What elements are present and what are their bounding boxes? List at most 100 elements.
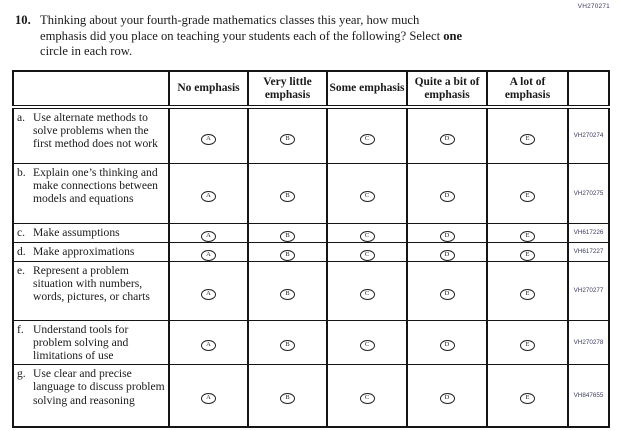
option-cell: B [247, 260, 328, 321]
answer-bubble-b[interactable]: B [280, 133, 295, 145]
answer-bubble-e[interactable]: E [520, 249, 535, 260]
table-body: a. Use alternate methods to solve problem… [12, 106, 610, 428]
answer-bubble-b[interactable]: B [280, 249, 295, 260]
answer-bubble-c[interactable]: C [359, 249, 375, 260]
answer-bubble-e[interactable]: E [520, 340, 535, 352]
row-stem-cell: b. Explain one’s thinking and make connec… [12, 162, 170, 224]
answer-bubble-b[interactable]: B [280, 340, 295, 352]
answer-bubble-d[interactable]: D [439, 340, 455, 352]
row-stem-cell: a. Use alternate methods to solve problem… [12, 106, 170, 164]
row-letter: g. [17, 367, 26, 381]
answer-bubble-c[interactable]: C [359, 340, 375, 352]
row-statement: Make assumptions [33, 225, 120, 239]
answer-bubble-e[interactable]: E [520, 133, 535, 145]
option-cell: C [326, 260, 408, 321]
option-cell: A [168, 106, 249, 164]
emphasis-matrix-table: No emphasis Very little emphasis Some emph… [12, 70, 610, 428]
row-stem-cell: e. Represent a problem situation with num… [12, 260, 170, 321]
answer-bubble-d[interactable]: D [439, 288, 455, 300]
row-letter: e. [17, 263, 26, 277]
answer-bubble-a[interactable]: A [201, 288, 216, 300]
answer-bubble-c[interactable]: C [359, 393, 375, 405]
answer-bubble-e[interactable]: E [520, 191, 535, 202]
option-cell: A [168, 364, 249, 428]
table-row-e: e. Represent a problem situation with num… [12, 260, 610, 321]
option-cell: C [326, 162, 408, 224]
row-item-code: VH617227 [567, 241, 610, 262]
answer-bubble-d[interactable]: D [439, 133, 455, 145]
row-item-code: VH847655 [567, 364, 610, 428]
answer-bubble-a[interactable]: A [201, 249, 216, 260]
row-item-code: VH270278 [567, 319, 610, 366]
column-header-3: Some emphasis [326, 70, 408, 109]
option-cell: E [486, 162, 569, 224]
row-statement: Understand tools for problem solving and… [33, 322, 129, 362]
row-letter: f. [17, 322, 24, 336]
table-row-c: c. Make assumptions A B C D E VH617226 [12, 222, 610, 243]
answer-bubble-b[interactable]: B [280, 230, 295, 241]
option-cell: C [326, 106, 408, 164]
row-letter: d. [17, 244, 26, 258]
row-item-code: VH270275 [567, 162, 610, 224]
row-letter: a. [17, 111, 26, 124]
row-statement: Represent a problem situation with numbe… [33, 263, 150, 303]
header-spacer-cell [12, 70, 170, 109]
answer-bubble-e[interactable]: E [520, 230, 535, 241]
option-cell: B [247, 106, 328, 164]
row-statement: Explain one’s thinking and make connecti… [33, 165, 158, 205]
option-cell: C [326, 241, 408, 262]
option-cell: A [168, 241, 249, 262]
answer-bubble-b[interactable]: B [280, 393, 295, 405]
table-row-a: a. Use alternate methods to solve problem… [12, 106, 610, 164]
option-cell: B [247, 222, 328, 243]
table-row-d: d. Make approximations A B C D E VH617227 [12, 241, 610, 262]
answer-bubble-c[interactable]: C [359, 133, 375, 145]
answer-bubble-c[interactable]: C [359, 191, 375, 202]
row-letter: c. [17, 225, 26, 239]
answer-bubble-c[interactable]: C [359, 230, 375, 241]
header-code-spacer-cell [567, 70, 610, 109]
column-header-5: A lot of emphasis [486, 70, 569, 109]
bold-word-one: one [443, 28, 463, 43]
table-row-f: f. Understand tools for problem solving a… [12, 319, 610, 366]
question-number: 10. [15, 13, 31, 27]
option-cell: B [247, 364, 328, 428]
option-cell: A [168, 319, 249, 366]
answer-bubble-e[interactable]: E [520, 288, 535, 300]
answer-bubble-b[interactable]: B [280, 288, 295, 300]
question-text-line1: Thinking about your fourth-grade mathema… [40, 13, 420, 27]
answer-bubble-a[interactable]: A [201, 230, 216, 241]
answer-bubble-e[interactable]: E [520, 393, 535, 405]
answer-bubble-d[interactable]: D [439, 249, 455, 260]
option-cell: C [326, 222, 408, 243]
answer-bubble-d[interactable]: D [439, 191, 455, 202]
option-cell: D [406, 260, 488, 321]
form-code: VH270271 [577, 3, 610, 10]
answer-bubble-a[interactable]: A [201, 191, 216, 202]
option-cell: E [486, 222, 569, 243]
option-cell: A [168, 222, 249, 243]
option-cell: D [406, 364, 488, 428]
row-item-code: VH617226 [567, 222, 610, 243]
row-stem-cell: c. Make assumptions [12, 222, 170, 243]
option-cell: B [247, 241, 328, 262]
option-cell: A [168, 162, 249, 224]
row-item-code: VH270274 [567, 106, 610, 164]
answer-bubble-c[interactable]: C [359, 288, 375, 300]
answer-bubble-a[interactable]: A [201, 133, 216, 145]
answer-bubble-d[interactable]: D [439, 393, 455, 405]
option-cell: B [247, 162, 328, 224]
option-cell: C [326, 319, 408, 366]
column-header-2: Very little emphasis [247, 70, 328, 109]
answer-bubble-d[interactable]: D [439, 230, 455, 241]
option-cell: D [406, 222, 488, 243]
column-header-4: Quite a bit of emphasis [406, 70, 488, 109]
question-text-line2: emphasis did you place on teaching your … [40, 28, 463, 43]
answer-bubble-b[interactable]: B [280, 191, 295, 202]
option-cell: E [486, 106, 569, 164]
answer-bubble-a[interactable]: A [201, 340, 216, 352]
answer-bubble-a[interactable]: A [201, 393, 216, 405]
option-cell: E [486, 241, 569, 262]
option-cell: E [486, 319, 569, 366]
row-statement: Use alternate methods to solve problems … [33, 111, 158, 151]
